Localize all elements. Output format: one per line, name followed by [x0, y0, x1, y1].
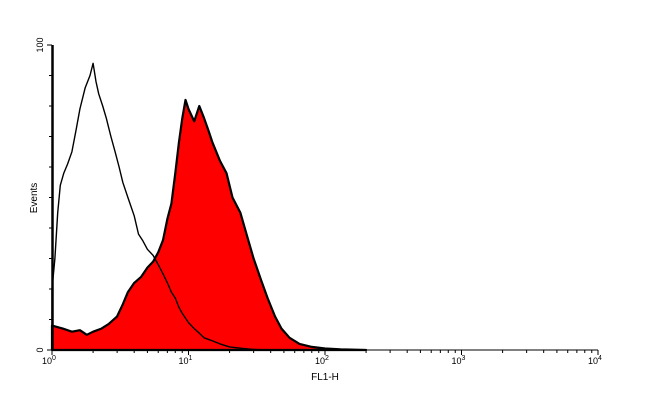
x-tick-label: 100: [42, 355, 56, 366]
series-control-line: [51, 62, 271, 351]
y-tick-label: 0: [35, 347, 45, 352]
y-ticks: 0 100: [35, 37, 52, 353]
x-tick-label: 101: [179, 355, 193, 366]
plot-area: [50, 45, 368, 352]
x-ticks: 100 101 102 103 104: [42, 350, 602, 366]
x-axis-label: FL1-H: [311, 372, 339, 383]
series-stained-area: [50, 98, 368, 352]
x-tick-label: 102: [315, 355, 329, 366]
y-tick-label: 100: [35, 37, 45, 52]
x-tick-label: 103: [452, 355, 466, 366]
x-tick-label: 104: [588, 355, 602, 366]
y-axis-label: Events: [29, 183, 40, 214]
